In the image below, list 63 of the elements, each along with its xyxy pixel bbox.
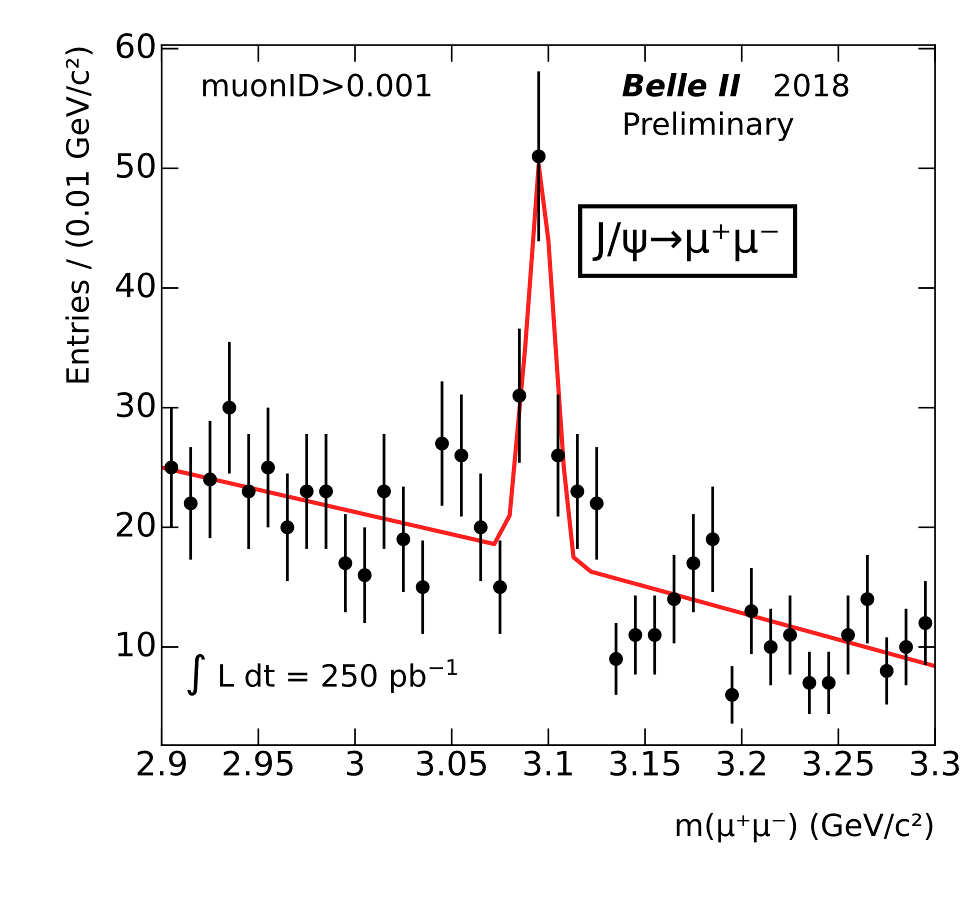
annotation: Belle II <box>622 73 740 97</box>
point <box>725 688 739 702</box>
point <box>570 484 584 498</box>
point <box>609 652 623 666</box>
point <box>300 484 314 498</box>
point <box>899 640 913 654</box>
point <box>764 640 778 654</box>
x-tick-label: 3.2 <box>718 750 765 776</box>
y-tick-label: 30 <box>116 392 155 418</box>
point <box>222 400 236 415</box>
x-tick-label: 3.1 <box>524 750 572 776</box>
point <box>590 496 604 510</box>
point <box>416 580 430 594</box>
point <box>706 532 720 546</box>
y-tick-label: 10 <box>118 631 155 657</box>
point <box>512 388 526 403</box>
point <box>744 604 758 618</box>
annotation: J/ψ→μ⁺μ⁻ <box>592 222 778 262</box>
point <box>338 556 352 570</box>
x-tick-label: 3.3 <box>911 750 959 776</box>
point <box>551 448 565 462</box>
point <box>474 520 488 534</box>
point <box>783 628 797 642</box>
point <box>918 616 932 630</box>
point <box>184 496 198 510</box>
point <box>841 628 855 642</box>
y-tick-label: 60 <box>116 33 155 58</box>
point <box>280 520 294 534</box>
x-tick-label: 3.05 <box>417 750 486 776</box>
x-tick-label: 2.9 <box>138 750 186 776</box>
point <box>319 484 333 498</box>
point <box>686 556 700 570</box>
x-tick-label: 3 <box>346 750 363 776</box>
x-tick-label: 3.15 <box>610 750 680 776</box>
annotation: muonID>0.001 <box>203 74 430 97</box>
point <box>860 592 874 606</box>
point <box>203 472 217 486</box>
annotation: 2018 <box>774 74 848 97</box>
point <box>493 580 507 594</box>
y-axis-title: Entries / (0.01 GeV/c²) <box>65 48 93 382</box>
x-axis-title: m(μ⁺μ⁻) (GeV/c²) <box>676 812 932 842</box>
point <box>242 484 256 498</box>
y-tick-label: 20 <box>116 512 155 537</box>
point <box>377 484 391 498</box>
point <box>667 592 681 606</box>
point <box>648 628 662 642</box>
point <box>435 436 449 450</box>
x-tick-label: 2.95 <box>224 750 293 776</box>
point <box>880 664 894 678</box>
point <box>164 460 178 474</box>
y-tick-label: 40 <box>116 272 155 298</box>
point <box>822 676 836 690</box>
point <box>261 460 275 474</box>
point <box>454 448 468 462</box>
x-tick-label: 3.25 <box>804 750 873 776</box>
point <box>802 676 816 690</box>
annotation: Preliminary <box>624 112 794 142</box>
y-tick-label: 50 <box>116 152 155 178</box>
point <box>628 628 642 642</box>
point <box>532 149 546 164</box>
annotation: ∫ L dt = 250 pb$^{−1}$ <box>187 654 457 696</box>
point <box>358 568 372 582</box>
point <box>396 532 410 546</box>
